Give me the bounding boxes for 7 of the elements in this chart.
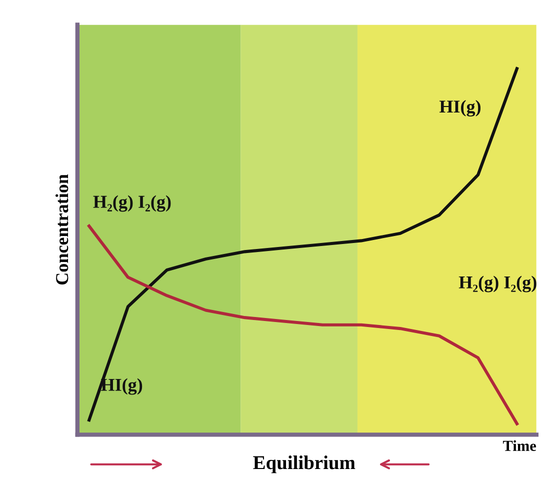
x-axis-title: Time [502, 440, 536, 452]
series-label: HI(g) [439, 100, 480, 117]
text: H₂(g) I₂(g) [458, 276, 536, 292]
y-axis-title: Concentration [55, 174, 68, 284]
annotation: H₂(g) I₂(g) [93, 195, 171, 212]
text: Equilibrium [253, 456, 356, 474]
annotation: HI(g) [101, 378, 142, 395]
